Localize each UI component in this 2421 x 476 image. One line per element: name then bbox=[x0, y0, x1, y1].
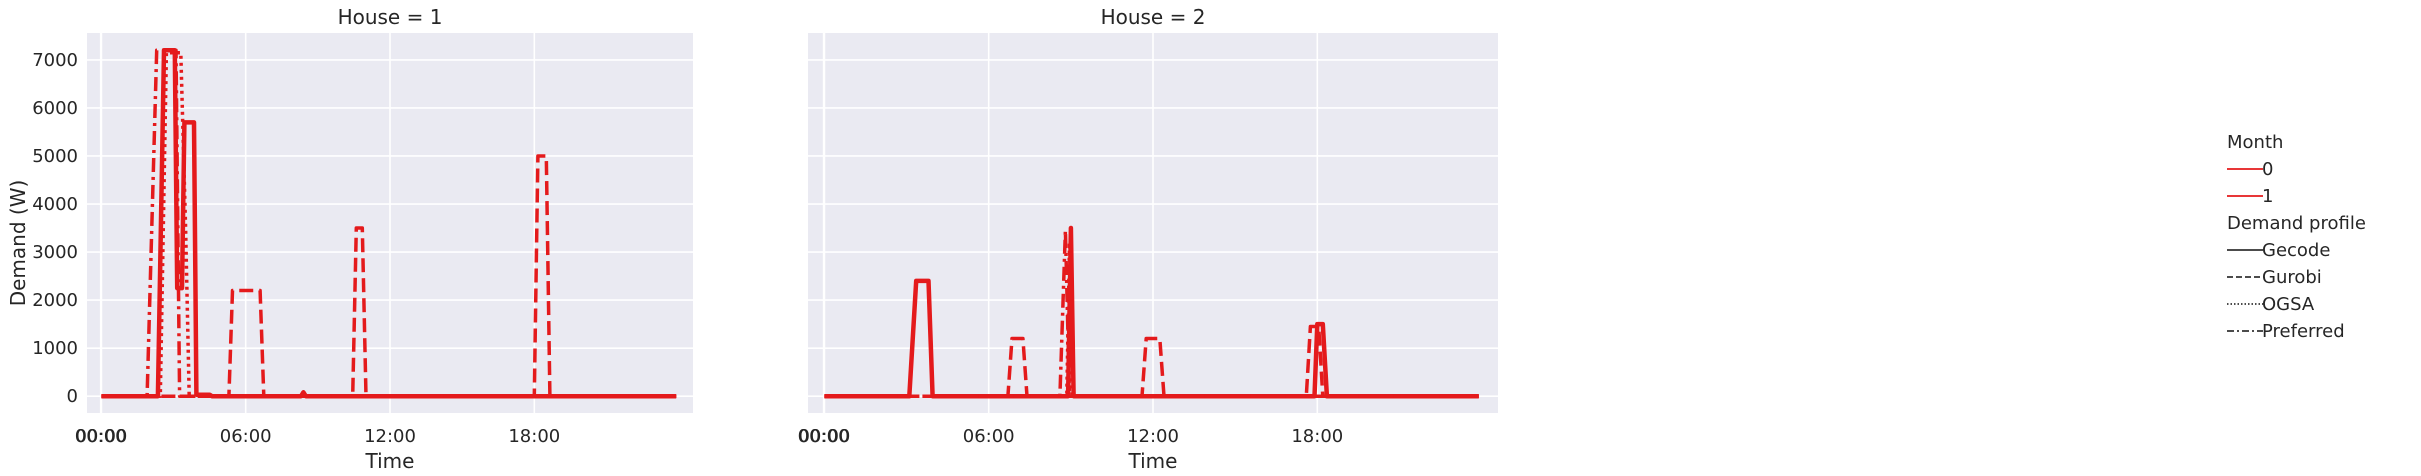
series-line-ogsa bbox=[101, 50, 677, 398]
y-axis-title: Demand (W) bbox=[6, 180, 30, 307]
x-tick-label: 00:00 bbox=[75, 426, 127, 447]
y-tick-label: 6000 bbox=[32, 98, 78, 119]
x-tick-label: 06:00 bbox=[220, 426, 272, 447]
x-tick-label: 06:00 bbox=[963, 426, 1015, 447]
legend: Month 0 1 Demand profile Gecode Gurobi OGSA Pre… bbox=[2227, 132, 2366, 342]
legend-style-label: OGSA bbox=[2262, 294, 2315, 315]
x-axis-title: Time bbox=[1128, 449, 1178, 473]
legend-hue-label: 1 bbox=[2262, 186, 2273, 207]
panel-title: House = 1 bbox=[338, 5, 443, 29]
series-line-gecode bbox=[101, 48, 677, 399]
series-line-ogsa bbox=[824, 240, 1479, 398]
x-tick-label: 00:00 bbox=[798, 426, 850, 447]
legend-style-label: Gurobi bbox=[2262, 267, 2322, 288]
x-axis-title: Time bbox=[365, 449, 415, 473]
x-tick-label: 00:00 bbox=[798, 426, 850, 447]
y-tick-label: 4000 bbox=[32, 194, 78, 215]
legend-style-title: Demand profile bbox=[2227, 213, 2366, 234]
legend-hue-title: Month bbox=[2227, 132, 2283, 153]
series-line-gurobi bbox=[824, 324, 1479, 398]
y-tick-label: 7000 bbox=[32, 50, 78, 71]
x-tick-label: 18:00 bbox=[508, 426, 560, 447]
series-line-preferred bbox=[824, 228, 1479, 398]
y-tick-label: 2000 bbox=[32, 290, 78, 311]
y-tick-label: 1000 bbox=[32, 338, 78, 359]
panel-title: House = 2 bbox=[1101, 5, 1206, 29]
y-tick-label: 0 bbox=[67, 386, 78, 407]
y-tick-label: 5000 bbox=[32, 146, 78, 167]
x-tick-label: 00:00 bbox=[75, 426, 127, 447]
y-tick-label: 3000 bbox=[32, 242, 78, 263]
x-tick-label: 12:00 bbox=[1127, 426, 1179, 447]
x-tick-label: 12:00 bbox=[364, 426, 416, 447]
series-line-preferred bbox=[101, 48, 677, 398]
panels: 0 1000 2000 3000 4000 5000 6000 7000 00:00 00:00 0… bbox=[32, 5, 1498, 473]
legend-hue-label: 0 bbox=[2262, 159, 2273, 180]
legend-style-label: Gecode bbox=[2262, 240, 2330, 261]
series-line-gecode bbox=[824, 225, 1479, 399]
x-tick-label: 18:00 bbox=[1291, 426, 1343, 447]
series-line-gurobi bbox=[101, 154, 677, 398]
legend-style-label: Preferred bbox=[2262, 321, 2345, 342]
